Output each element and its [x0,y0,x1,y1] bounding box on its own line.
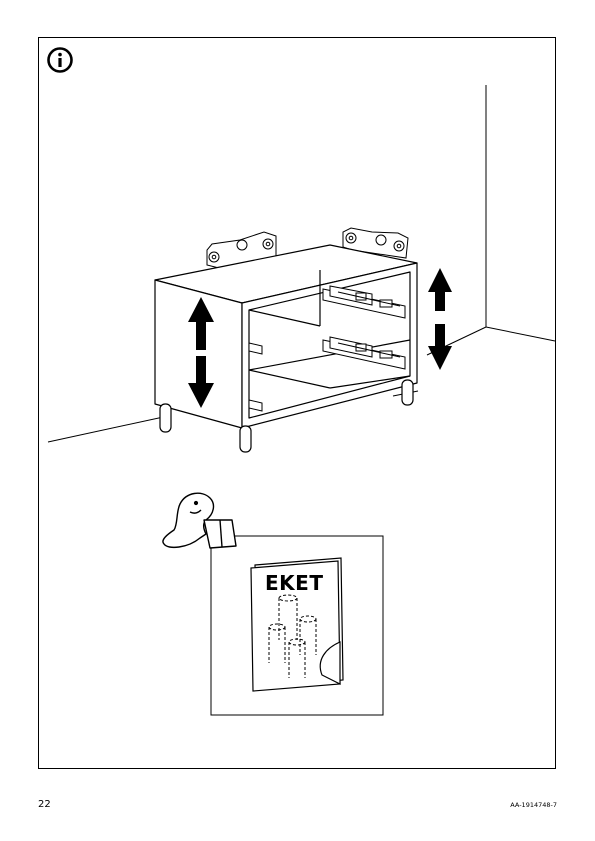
assembly-illustration [47,85,556,716]
booklet-illustration [250,557,344,692]
double-arrow-vertical-icon [428,268,452,370]
booklet-title: EKET [265,571,324,595]
info-icon [47,47,73,73]
double-arrow-vertical-icon [188,297,214,408]
page-frame [38,37,556,769]
page-number: 22 [38,799,51,810]
person-reading-icon [162,492,237,549]
side-clips [248,342,263,412]
booklet-cylinders [268,594,317,678]
document-code: AA-1914748-7 [510,801,557,809]
rail-upper [322,285,406,319]
rail-lower [322,336,406,370]
cabinet [154,244,418,429]
reference-box [210,535,384,716]
cabinet-legs [159,379,414,453]
